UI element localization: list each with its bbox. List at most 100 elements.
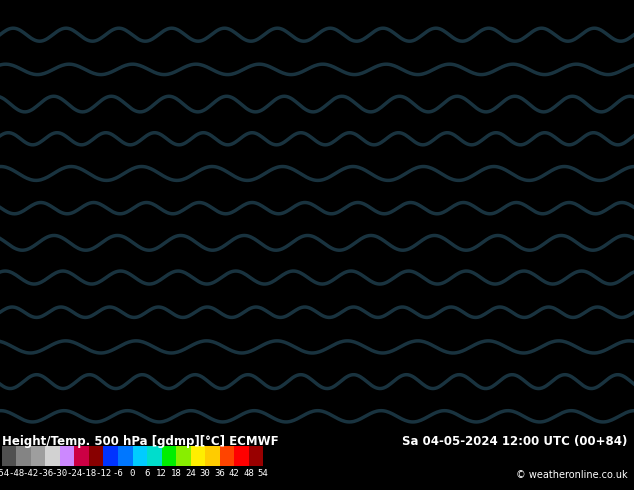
Text: 0: 0 (269, 397, 275, 407)
Text: 0: 0 (123, 240, 131, 249)
Text: 0: 0 (9, 255, 15, 265)
Text: 0: 0 (594, 19, 601, 28)
Text: 0: 0 (395, 200, 403, 210)
Text: 0: 0 (426, 358, 431, 368)
Text: 0: 0 (238, 413, 245, 423)
Text: 0: 0 (201, 11, 209, 21)
Text: 0: 0 (498, 429, 504, 439)
Text: 0: 0 (38, 294, 46, 305)
Text: 0: 0 (189, 113, 197, 123)
Text: 0: 0 (479, 105, 488, 116)
Text: 0: 0 (388, 121, 397, 131)
Text: 0: 0 (376, 145, 385, 155)
Text: 0: 0 (323, 240, 329, 249)
Text: 0: 0 (64, 256, 68, 265)
Text: 0: 0 (13, 405, 23, 415)
Text: 0: 0 (87, 192, 94, 202)
Text: 0: 0 (317, 263, 323, 273)
Text: 0: 0 (80, 373, 89, 383)
Text: 0: 0 (498, 326, 504, 336)
Text: 0: 0 (390, 19, 395, 28)
Text: 0: 0 (209, 185, 214, 194)
Text: 0: 0 (135, 232, 143, 242)
Text: 0: 0 (279, 113, 288, 123)
Text: 0: 0 (105, 184, 112, 194)
Text: 0: 0 (619, 271, 625, 281)
Text: 0: 0 (527, 153, 536, 163)
Text: 0: 0 (408, 303, 413, 312)
Text: 0: 0 (117, 413, 125, 423)
Text: 0: 0 (516, 82, 522, 92)
Text: 0: 0 (304, 279, 311, 289)
Text: 0: 0 (105, 105, 112, 115)
Text: 0: 0 (444, 303, 450, 312)
Text: 0: 0 (486, 264, 492, 273)
Text: 0: 0 (116, 19, 126, 29)
Text: 0: 0 (14, 429, 22, 439)
Text: 0: 0 (395, 50, 402, 60)
Text: 0: 0 (577, 318, 582, 328)
Text: 0: 0 (460, 129, 470, 139)
Text: 0: 0 (366, 232, 371, 241)
Text: 0: 0 (327, 121, 337, 131)
Text: 0: 0 (148, 295, 153, 304)
Text: 0: 0 (49, 390, 59, 399)
Text: 0: 0 (15, 74, 22, 84)
Text: 0: 0 (197, 334, 202, 344)
Text: 0: 0 (286, 34, 294, 45)
Text: 0: 0 (15, 58, 22, 68)
Text: 0: 0 (292, 176, 299, 186)
Text: 0: 0 (390, 240, 395, 249)
Text: 0: 0 (15, 192, 22, 202)
Text: 0: 0 (51, 240, 57, 249)
Text: 0: 0 (426, 366, 431, 375)
Text: 0: 0 (226, 137, 233, 147)
Text: 0: 0 (347, 382, 353, 391)
Text: 0: 0 (589, 350, 594, 360)
Text: 0: 0 (153, 397, 161, 407)
Text: 0: 0 (203, 177, 208, 186)
Text: 0: 0 (177, 113, 185, 123)
Text: 0: 0 (273, 98, 283, 107)
Text: 0: 0 (354, 374, 359, 383)
Text: 0: 0 (19, 342, 29, 352)
Text: 0: 0 (354, 421, 359, 430)
Text: 0: 0 (396, 405, 401, 415)
Text: 0: 0 (341, 294, 347, 304)
Text: 0: 0 (129, 429, 137, 439)
Text: 0: 0 (303, 90, 313, 99)
Text: 0: 0 (527, 113, 536, 123)
Text: 0: 0 (510, 318, 516, 328)
Text: 0: 0 (86, 11, 95, 21)
Text: 0: 0 (167, 161, 171, 170)
Text: 0: 0 (130, 169, 136, 178)
Text: Sa 04-05-2024 12:00 UTC (00+84): Sa 04-05-2024 12:00 UTC (00+84) (403, 435, 628, 448)
Text: 0: 0 (565, 326, 570, 336)
Text: 0: 0 (474, 35, 480, 44)
Text: 0: 0 (340, 184, 348, 194)
Text: 0: 0 (600, 26, 607, 36)
Text: 0: 0 (479, 113, 488, 123)
Text: 0: 0 (51, 137, 57, 147)
Text: 0: 0 (510, 66, 516, 76)
Text: 0: 0 (400, 161, 409, 171)
Text: 0: 0 (62, 11, 71, 21)
Text: 0: 0 (396, 374, 401, 383)
Text: 0: 0 (448, 129, 458, 139)
Text: 0: 0 (280, 263, 287, 273)
Text: 0: 0 (13, 366, 23, 375)
Text: 0: 0 (189, 34, 198, 45)
Text: 0: 0 (522, 397, 528, 407)
Text: 0: 0 (467, 153, 476, 163)
Text: 0: 0 (37, 390, 47, 399)
Text: 0: 0 (414, 397, 419, 407)
Text: 0: 0 (166, 287, 172, 296)
Text: 0: 0 (570, 247, 577, 257)
Text: 0: 0 (559, 279, 564, 289)
Text: 0: 0 (376, 74, 385, 84)
Text: 0: 0 (154, 287, 160, 296)
Text: 0: 0 (347, 224, 353, 233)
Text: 0: 0 (62, 58, 70, 68)
Text: 0: 0 (21, 137, 27, 147)
Text: 0: 0 (273, 42, 282, 52)
